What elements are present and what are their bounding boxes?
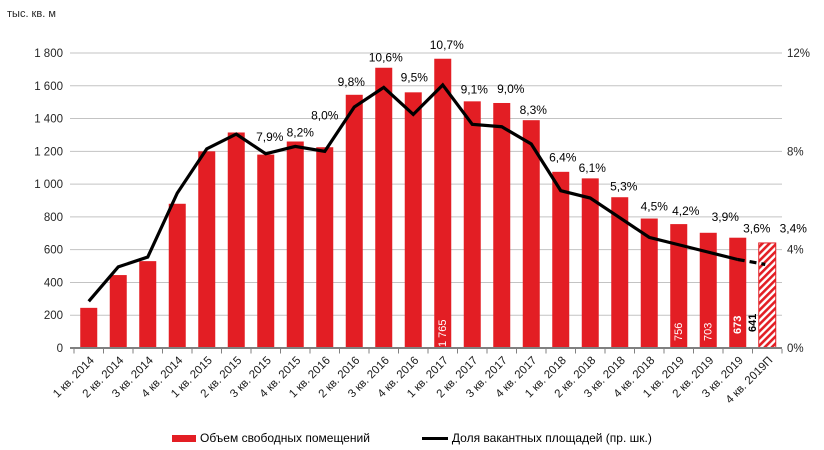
bar-value-label-23: 641 [747, 314, 759, 332]
y-tick-label-8: 1 600 [34, 81, 63, 93]
y-tick-label-0: 0 [57, 343, 63, 355]
line-series-label: Доля вакантных площадей (пр. шк.) [451, 431, 652, 445]
line-point-label-7: 8,2% [287, 125, 315, 139]
bar-0 [80, 307, 98, 348]
bar-15 [522, 120, 540, 348]
bar-20 [670, 224, 688, 348]
line-point-label-21: 3,9% [712, 210, 740, 224]
line-series-swatch [421, 436, 448, 440]
bar-21 [699, 232, 717, 348]
y-tick-label-5: 1 000 [34, 179, 63, 191]
bar-12 [434, 58, 452, 348]
line-point-label-19: 4,5% [641, 199, 669, 213]
bar-5 [227, 132, 245, 348]
bar-series-swatch [172, 434, 196, 442]
bar-14 [493, 102, 511, 348]
line-point-label-6: 7,9% [256, 130, 284, 144]
line-point-label-18: 5,3% [610, 180, 638, 194]
bar-8 [316, 147, 334, 348]
legend-item-line: Доля вакантных площадей (пр. шк.) [421, 431, 652, 445]
bar-value-label-21: 703 [702, 323, 714, 341]
bar-22 [729, 237, 747, 348]
right-tick-label-2: 8% [787, 146, 804, 158]
legend-item-bars: Объем свободных помещений [172, 431, 370, 445]
bar-value-label-12: 1 765 [437, 319, 449, 347]
line-point-label-17: 6,1% [579, 161, 607, 175]
left-axis-unit-label: тыс. кв. м [7, 8, 56, 20]
vacancy-line-forecast [737, 257, 766, 266]
vacancy-line [87, 82, 739, 303]
bar-9 [345, 94, 363, 349]
y-tick-label-2: 400 [44, 277, 63, 289]
line-point-label-11: 9,5% [401, 70, 429, 84]
right-tick-label-0: 0% [787, 343, 804, 355]
bar-7 [286, 141, 304, 348]
bar-1 [109, 275, 127, 348]
right-tick-label-3: 12% [787, 48, 810, 60]
line-point-label-13: 9,1% [461, 82, 489, 96]
y-tick-label-9: 1 800 [34, 48, 63, 60]
right-tick-label-1: 4% [787, 245, 804, 257]
bar-23 [758, 242, 777, 349]
bar-16 [552, 171, 570, 348]
y-tick-label-1: 200 [44, 310, 63, 322]
line-point-label-8: 8,0% [311, 108, 339, 122]
line-point-label-22: 3,6% [743, 222, 771, 236]
legend: Объем свободных помещений Доля вакантных… [172, 431, 652, 445]
bar-10 [375, 67, 393, 348]
bar-series-label: Объем свободных помещений [200, 431, 370, 445]
line-point-label-16: 6,4% [549, 151, 577, 165]
bar-19 [640, 218, 658, 348]
line-point-label-23: 3,4% [780, 221, 808, 235]
line-point-label-20: 4,2% [672, 204, 700, 218]
line-point-label-15: 8,3% [520, 103, 548, 117]
bar-3 [168, 203, 186, 348]
bar-value-label-20: 756 [673, 323, 685, 341]
line-point-label-10: 10,6% [369, 50, 403, 64]
line-point-label-9: 9,8% [338, 75, 366, 89]
bar-11 [404, 92, 422, 348]
y-tick-label-4: 800 [44, 212, 63, 224]
line-point-label-14: 9,0% [497, 82, 525, 96]
y-tick-label-3: 600 [44, 245, 63, 257]
bar-17 [581, 178, 599, 348]
bar-2 [139, 261, 157, 348]
bar-13 [463, 101, 481, 348]
bar-6 [257, 154, 275, 348]
y-tick-label-7: 1 400 [34, 114, 63, 126]
bar-value-label-22: 673 [732, 316, 744, 334]
bar-18 [611, 197, 629, 348]
y-tick-label-6: 1 200 [34, 146, 63, 158]
bar-4 [198, 151, 216, 348]
line-point-label-12: 10,7% [430, 38, 464, 52]
